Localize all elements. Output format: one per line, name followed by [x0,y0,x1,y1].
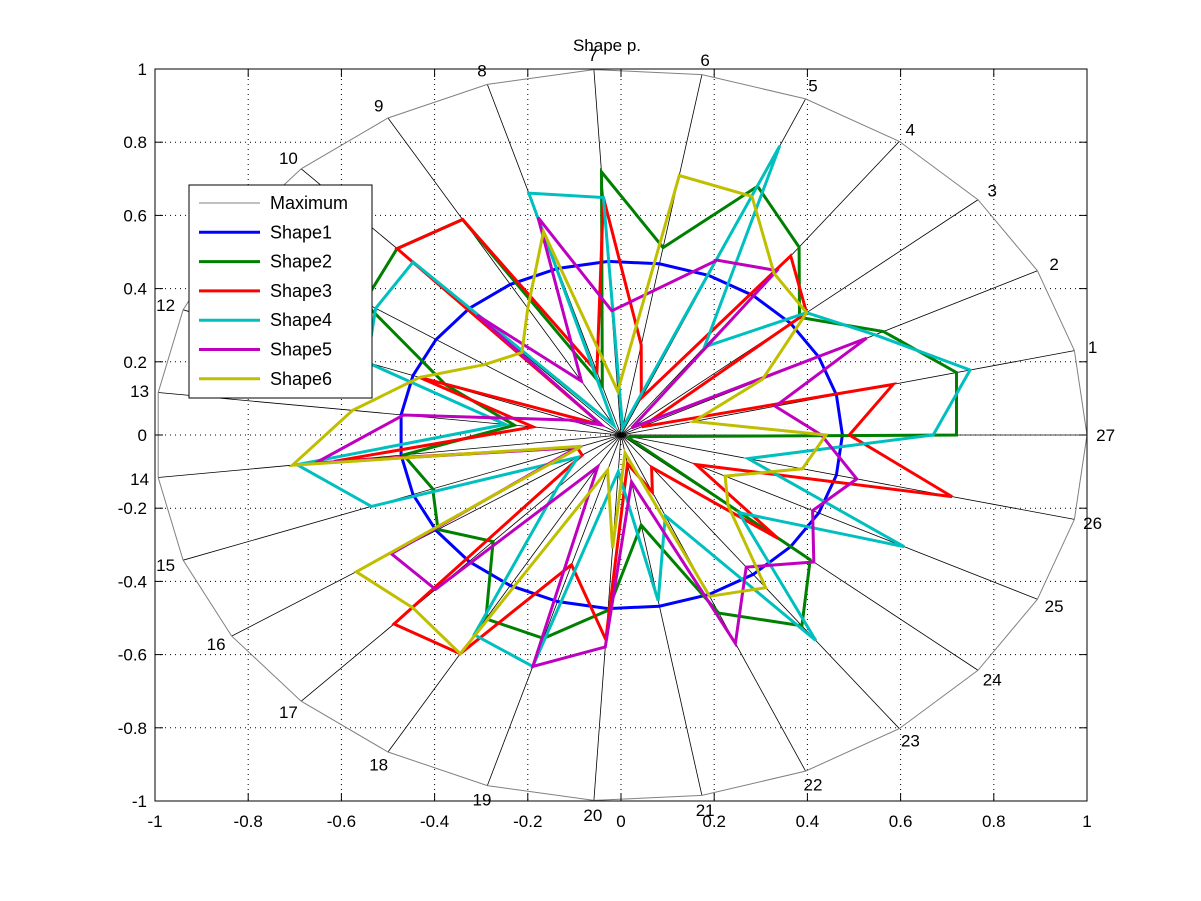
spoke-line [620,74,703,436]
x-tick-label: 0 [616,812,625,831]
series-shape4-line [292,145,973,669]
y-tick-label: -0.2 [118,499,147,518]
spoke-line [158,434,622,478]
series-shape2-line [362,167,958,641]
x-tick-label: 0.6 [889,812,913,831]
series-shape1-line [399,259,844,611]
legend-label: Shape6 [270,369,332,389]
y-tick-label: 1 [138,60,147,79]
x-tick-label: 0.4 [796,812,820,831]
spoke-label: 5 [808,76,817,95]
legend-label: Shape3 [270,281,332,301]
spoke-label: 9 [374,96,383,115]
x-tick-label: -0.4 [420,812,449,831]
y-tick-label: 0.2 [123,353,147,372]
spoke-label: 15 [156,556,175,575]
legend-label: Maximum [270,193,348,213]
legend-label: Shape4 [270,310,332,330]
spoke-label: 25 [1045,597,1064,616]
legend: Maximum Shape1 Shape2 Shape3 Shape4 Shape5 Sha… [188,184,373,399]
y-tick-label: 0.6 [123,206,147,225]
spoke-label: 16 [207,635,226,654]
x-tick-label: 0.2 [702,812,726,831]
spoke-label: 20 [583,806,602,825]
spoke-line [620,434,900,729]
ticks: -1 -0.8 -0.6 -0.4 -0.2 0 0.2 0.4 0.6 0.8 1 -1 -0.8 -0… [118,60,1092,831]
y-tick-label: 0 [138,426,147,445]
spoke-label: 2 [1049,255,1058,274]
spoke-line [620,434,1038,600]
legend-label: Shape2 [270,252,332,272]
y-tick-label: 0.4 [123,280,147,299]
x-tick-label: -0.2 [513,812,542,831]
spoke-label: 17 [279,703,298,722]
spoke-label: 27 [1096,426,1115,445]
series-layer [157,69,1088,801]
y-tick-label: -1 [132,792,147,811]
spoke-label: 8 [477,61,486,80]
spoke-label: 1 [1088,338,1097,357]
spoke-line [300,434,622,702]
legend-label: Shape1 [270,222,332,242]
spoke-label: 3 [988,181,997,200]
spoke-label: 13 [130,382,149,401]
spoke-line [620,434,1075,520]
spoke-line [158,392,622,436]
spoke-line [387,434,622,753]
spoke-line [620,434,703,796]
spoke-label: 18 [369,756,388,775]
x-tick-label: -0.8 [234,812,263,831]
spoke-label: 4 [906,121,915,140]
y-tick-label: -0.4 [118,572,147,591]
y-tick-label: -0.6 [118,646,147,665]
spoke-label: 10 [279,149,298,168]
spoke-label: 12 [156,296,175,315]
x-tick-label: 0.8 [982,812,1006,831]
spoke-label: 24 [983,671,1002,690]
spoke-label: 22 [803,776,822,795]
series-shape6-line [288,173,829,656]
spoke-label: 14 [130,470,149,489]
spoke-line [231,434,622,637]
spoke-line [486,434,622,786]
chart-title: Shape p. [573,36,641,55]
spoke-label: 6 [700,51,709,70]
spoke-label: 21 [696,801,715,820]
x-tick-label: -0.6 [327,812,356,831]
spoke-label: 19 [473,791,492,810]
spoke-label: 7 [588,46,597,65]
spoke-label: 26 [1083,514,1102,533]
legend-label: Shape5 [270,340,332,360]
y-tick-label: -0.8 [118,719,147,738]
y-tick-label: 0.8 [123,133,147,152]
spoke-label: 23 [901,731,920,750]
x-tick-label: -1 [147,812,162,831]
x-tick-label: 1 [1082,812,1091,831]
series-maximum-line [157,69,1088,801]
